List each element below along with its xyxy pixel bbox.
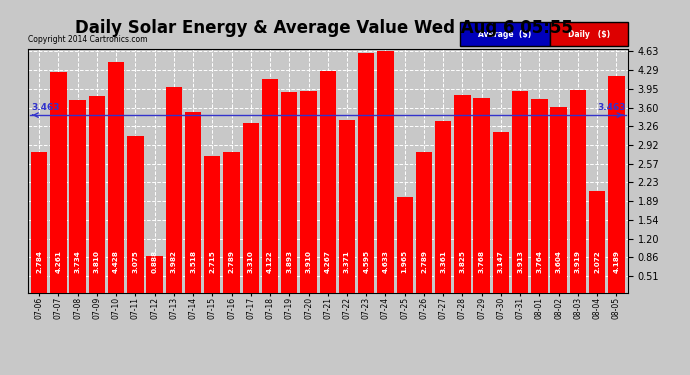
Text: 4.428: 4.428	[113, 251, 119, 273]
Bar	[262, 79, 278, 304]
Text: 2.789: 2.789	[228, 251, 235, 273]
Bar	[108, 63, 124, 304]
Bar	[454, 95, 471, 304]
Text: Copyright 2014 Cartronics.com: Copyright 2014 Cartronics.com	[28, 35, 147, 44]
Bar	[473, 99, 490, 304]
Text: 3.518: 3.518	[190, 251, 196, 273]
Bar	[70, 100, 86, 304]
Text: 3.982: 3.982	[171, 251, 177, 273]
Text: 3.310: 3.310	[248, 251, 254, 273]
Bar	[377, 51, 394, 304]
Text: 3.604: 3.604	[555, 251, 562, 273]
Text: 1.965: 1.965	[402, 250, 408, 273]
Bar	[319, 71, 336, 304]
Bar	[493, 132, 509, 304]
Text: 3.919: 3.919	[575, 251, 581, 273]
Bar	[185, 112, 201, 304]
Bar	[358, 53, 375, 304]
Bar	[416, 152, 432, 304]
Text: 3.463: 3.463	[598, 103, 626, 112]
Text: 3.768: 3.768	[479, 251, 484, 273]
Text: 3.893: 3.893	[286, 251, 293, 273]
Bar	[281, 92, 297, 304]
Text: Daily   ($): Daily ($)	[568, 30, 610, 39]
Bar	[224, 152, 239, 304]
Text: 3.910: 3.910	[306, 251, 311, 273]
Text: 4.122: 4.122	[267, 251, 273, 273]
Bar	[146, 255, 163, 304]
Text: 3.764: 3.764	[536, 251, 542, 273]
Bar	[551, 107, 566, 304]
Text: 0.888: 0.888	[152, 250, 157, 273]
Bar	[243, 123, 259, 304]
Bar	[589, 191, 605, 304]
FancyBboxPatch shape	[460, 22, 550, 46]
Text: 3.147: 3.147	[498, 251, 504, 273]
Text: 3.810: 3.810	[94, 251, 100, 273]
Text: 4.267: 4.267	[325, 251, 331, 273]
Text: Daily Solar Energy & Average Value Wed Aug 6 05:55: Daily Solar Energy & Average Value Wed A…	[75, 19, 573, 37]
Bar	[512, 91, 529, 304]
Text: 2.715: 2.715	[209, 251, 215, 273]
Bar	[204, 156, 221, 304]
Bar	[89, 96, 105, 304]
Bar	[31, 152, 48, 304]
Text: 2.784: 2.784	[36, 251, 42, 273]
Text: 4.261: 4.261	[55, 251, 61, 273]
Bar	[166, 87, 182, 304]
Bar	[300, 91, 317, 304]
Bar	[339, 120, 355, 304]
Bar	[531, 99, 548, 304]
Text: 3.463: 3.463	[32, 103, 60, 112]
Text: 3.734: 3.734	[75, 251, 81, 273]
Text: Average  ($): Average ($)	[478, 30, 531, 39]
Text: 3.075: 3.075	[132, 251, 139, 273]
Bar	[608, 75, 624, 304]
Text: 4.595: 4.595	[363, 250, 369, 273]
Bar	[397, 197, 413, 304]
Bar	[435, 121, 451, 304]
Text: 4.633: 4.633	[382, 251, 388, 273]
Text: 3.913: 3.913	[517, 251, 523, 273]
Text: 3.361: 3.361	[440, 251, 446, 273]
FancyBboxPatch shape	[550, 22, 628, 46]
Text: 4.189: 4.189	[613, 251, 620, 273]
Text: 2.072: 2.072	[594, 251, 600, 273]
Text: 3.371: 3.371	[344, 251, 350, 273]
Text: 2.789: 2.789	[421, 251, 427, 273]
Text: 3.825: 3.825	[460, 251, 466, 273]
Bar	[50, 72, 66, 304]
Bar	[570, 90, 586, 304]
Bar	[127, 136, 144, 304]
